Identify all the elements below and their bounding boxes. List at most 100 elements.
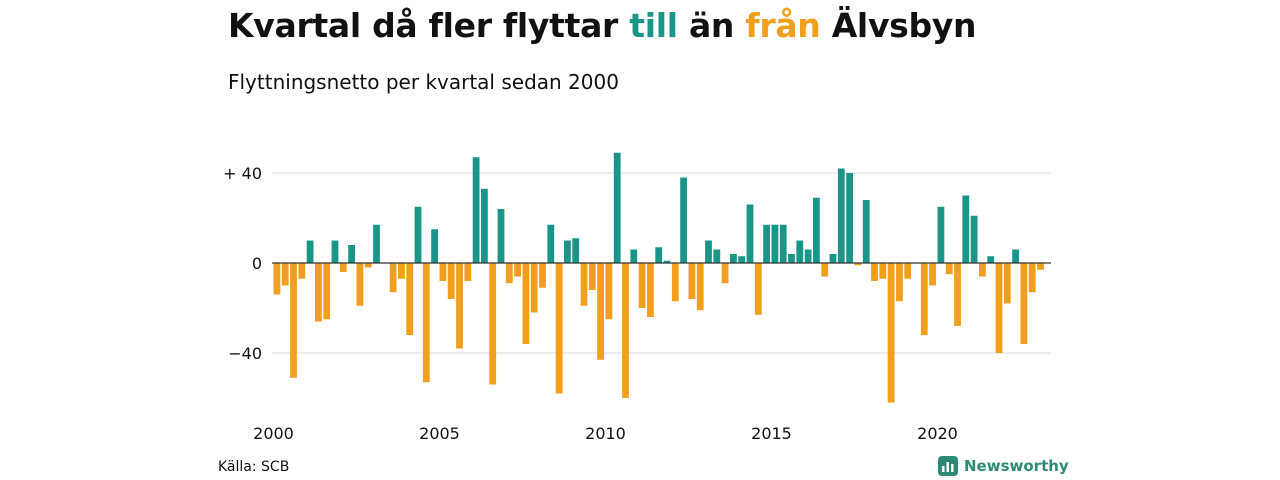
bar — [447, 263, 455, 299]
chart-subtitle: Flyttningsnetto per kvartal sedan 2000 — [228, 70, 619, 94]
bar — [929, 263, 936, 286]
title-part-2: än — [677, 6, 746, 45]
bar — [887, 263, 895, 403]
chart-title: Kvartal då fler flyttar till än från Älv… — [228, 6, 977, 45]
bar — [580, 263, 588, 306]
bar — [505, 263, 513, 284]
bar — [555, 263, 563, 394]
title-part-3: Älvsbyn — [820, 6, 977, 45]
bar — [431, 229, 438, 263]
bar — [489, 263, 497, 385]
bar — [331, 240, 339, 263]
bar — [862, 200, 870, 263]
title-till: till — [629, 6, 678, 45]
bar — [456, 263, 463, 349]
bar — [821, 263, 829, 277]
bar — [638, 263, 646, 308]
bar — [315, 263, 322, 322]
bar — [414, 206, 422, 263]
bar — [1020, 263, 1028, 344]
bar — [663, 260, 671, 263]
bar — [439, 263, 447, 281]
bar — [539, 263, 546, 288]
title-fran: från — [745, 6, 821, 45]
bar — [547, 224, 555, 263]
bar — [514, 263, 521, 277]
bar — [696, 263, 704, 311]
bar — [281, 263, 289, 286]
bar — [995, 263, 1003, 353]
bar — [655, 247, 663, 263]
bar — [306, 240, 314, 263]
bar — [788, 254, 795, 263]
bar — [481, 188, 488, 263]
bar — [364, 263, 372, 268]
bar — [1028, 263, 1036, 293]
brand-name: Newsworthy — [964, 457, 1069, 475]
bar — [373, 224, 380, 263]
bar — [588, 263, 596, 290]
bar — [472, 157, 480, 263]
bar — [738, 256, 746, 263]
bar — [497, 209, 505, 263]
bar — [937, 206, 945, 263]
title-part-1: Kvartal då fler flyttar — [228, 6, 630, 45]
bar — [290, 263, 297, 378]
bar — [846, 173, 853, 263]
y-tick-label: + 40 — [223, 164, 262, 183]
bar — [962, 195, 970, 263]
x-tick-label: 2005 — [419, 424, 460, 443]
bar — [987, 256, 995, 263]
bar — [804, 249, 812, 263]
brand-logo[interactable]: Newsworthy — [938, 456, 1069, 476]
bar — [904, 263, 912, 279]
bar — [298, 263, 306, 279]
bar — [348, 245, 355, 263]
bar — [273, 263, 281, 295]
bar — [622, 263, 629, 398]
bar — [970, 215, 978, 263]
bar — [779, 224, 787, 263]
bar — [837, 168, 845, 263]
bar — [896, 263, 903, 302]
bar — [464, 263, 472, 281]
x-tick-label: 2010 — [585, 424, 626, 443]
bar — [522, 263, 530, 344]
bar — [796, 240, 804, 263]
bar — [771, 224, 779, 263]
bar — [813, 197, 820, 263]
bar — [1012, 249, 1019, 263]
y-tick-label: −40 — [228, 344, 262, 363]
bar — [605, 263, 613, 320]
bar — [530, 263, 538, 313]
bar — [746, 204, 754, 263]
bar — [829, 254, 837, 263]
x-tick-label: 2000 — [253, 424, 294, 443]
bar — [730, 254, 737, 263]
bar — [713, 249, 721, 263]
bar — [647, 263, 654, 317]
bar — [356, 263, 364, 306]
bar — [680, 177, 687, 263]
bar — [323, 263, 331, 320]
bar — [398, 263, 405, 279]
bar — [754, 263, 762, 315]
bar — [763, 224, 770, 263]
newsworthy-logo-icon — [938, 456, 958, 476]
bar — [1003, 263, 1011, 304]
bar — [572, 238, 580, 263]
bar — [671, 263, 679, 302]
bar — [979, 263, 986, 277]
bar — [339, 263, 347, 272]
bar — [389, 263, 397, 293]
bar — [705, 240, 712, 263]
bar — [920, 263, 928, 335]
bar — [422, 263, 430, 383]
x-tick-label: 2015 — [751, 424, 792, 443]
bar — [564, 240, 571, 263]
bar — [597, 263, 604, 360]
bar — [854, 263, 862, 266]
bar — [879, 263, 887, 279]
bar — [945, 263, 953, 275]
